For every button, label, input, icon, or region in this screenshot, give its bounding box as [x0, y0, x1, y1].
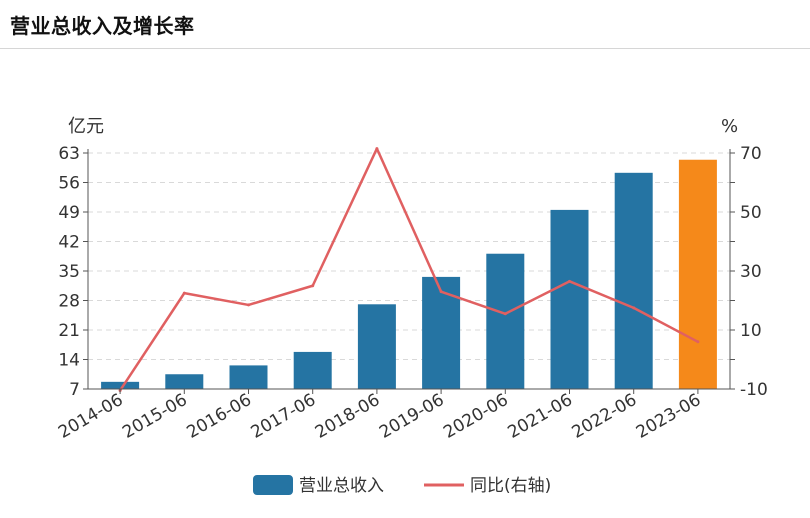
x-tick-label: 2023-06	[633, 390, 705, 443]
x-tick-label: 2021-06	[504, 390, 576, 443]
line-point	[503, 312, 507, 316]
right-tick-label: 50	[740, 203, 762, 223]
bar[interactable]	[614, 172, 653, 389]
legend-label-bar[interactable]: 营业总收入	[299, 476, 384, 496]
bar[interactable]	[678, 159, 717, 389]
bar[interactable]	[229, 365, 268, 389]
chart-title: 营业总收入及增长率	[10, 14, 195, 38]
right-axis-ticks: -10 10 30 50 70	[730, 144, 768, 400]
x-tick-label: 2022-06	[569, 390, 641, 443]
right-tick-label: 10	[740, 321, 762, 341]
legend-swatch-bar[interactable]	[253, 475, 293, 495]
left-tick-label: 63	[58, 144, 80, 164]
line-point	[632, 306, 636, 310]
line-point	[439, 290, 443, 294]
bar[interactable]	[293, 351, 332, 389]
left-tick-label: 14	[58, 351, 80, 371]
x-tick-label: 2019-06	[376, 390, 448, 443]
bar[interactable]	[486, 253, 525, 389]
right-tick-label: 70	[740, 144, 762, 164]
header-bar: 营业总收入及增长率	[0, 0, 810, 49]
bar-series	[101, 159, 717, 389]
line-point	[375, 147, 379, 151]
axes	[87, 149, 731, 390]
bar[interactable]	[165, 374, 204, 389]
line-series	[118, 147, 700, 392]
line-point	[568, 279, 571, 283]
line-point	[696, 340, 700, 344]
bar[interactable]	[422, 276, 461, 389]
line-point	[311, 284, 315, 288]
left-tick-label: 56	[58, 174, 80, 194]
bar[interactable]	[357, 304, 396, 389]
x-tick-label: 2015-06	[119, 390, 191, 443]
x-tick-label: 2018-06	[312, 390, 384, 443]
x-axis-ticks: 2014-062015-062016-062017-062018-062019-…	[55, 389, 704, 443]
line-point	[182, 291, 186, 295]
left-tick-label: 7	[69, 380, 80, 400]
x-tick-label: 2014-06	[55, 390, 127, 443]
left-tick-label: 21	[58, 321, 80, 341]
x-tick-label: 2016-06	[183, 390, 255, 443]
x-tick-label: 2017-06	[248, 390, 320, 443]
line-point	[247, 303, 250, 307]
left-tick-label: 35	[58, 262, 80, 282]
legend-label-line[interactable]: 同比(右轴)	[470, 476, 551, 496]
bar[interactable]	[550, 209, 589, 389]
legend[interactable]: 营业总收入 同比(右轴)	[253, 475, 551, 496]
right-tick-label: 30	[740, 262, 762, 282]
x-tick-label: 2020-06	[440, 390, 512, 443]
left-tick-label: 42	[58, 233, 80, 253]
left-tick-label: 49	[58, 203, 80, 223]
growth-line[interactable]	[119, 147, 699, 392]
left-axis-unit: 亿元	[68, 116, 104, 137]
left-axis-ticks: 7 14 21 28 35 42 49 56 63	[58, 144, 88, 400]
left-tick-label: 28	[58, 292, 80, 312]
right-tick-label: -10	[740, 380, 768, 400]
bar[interactable]	[101, 381, 140, 389]
right-axis-unit: %	[721, 116, 738, 137]
